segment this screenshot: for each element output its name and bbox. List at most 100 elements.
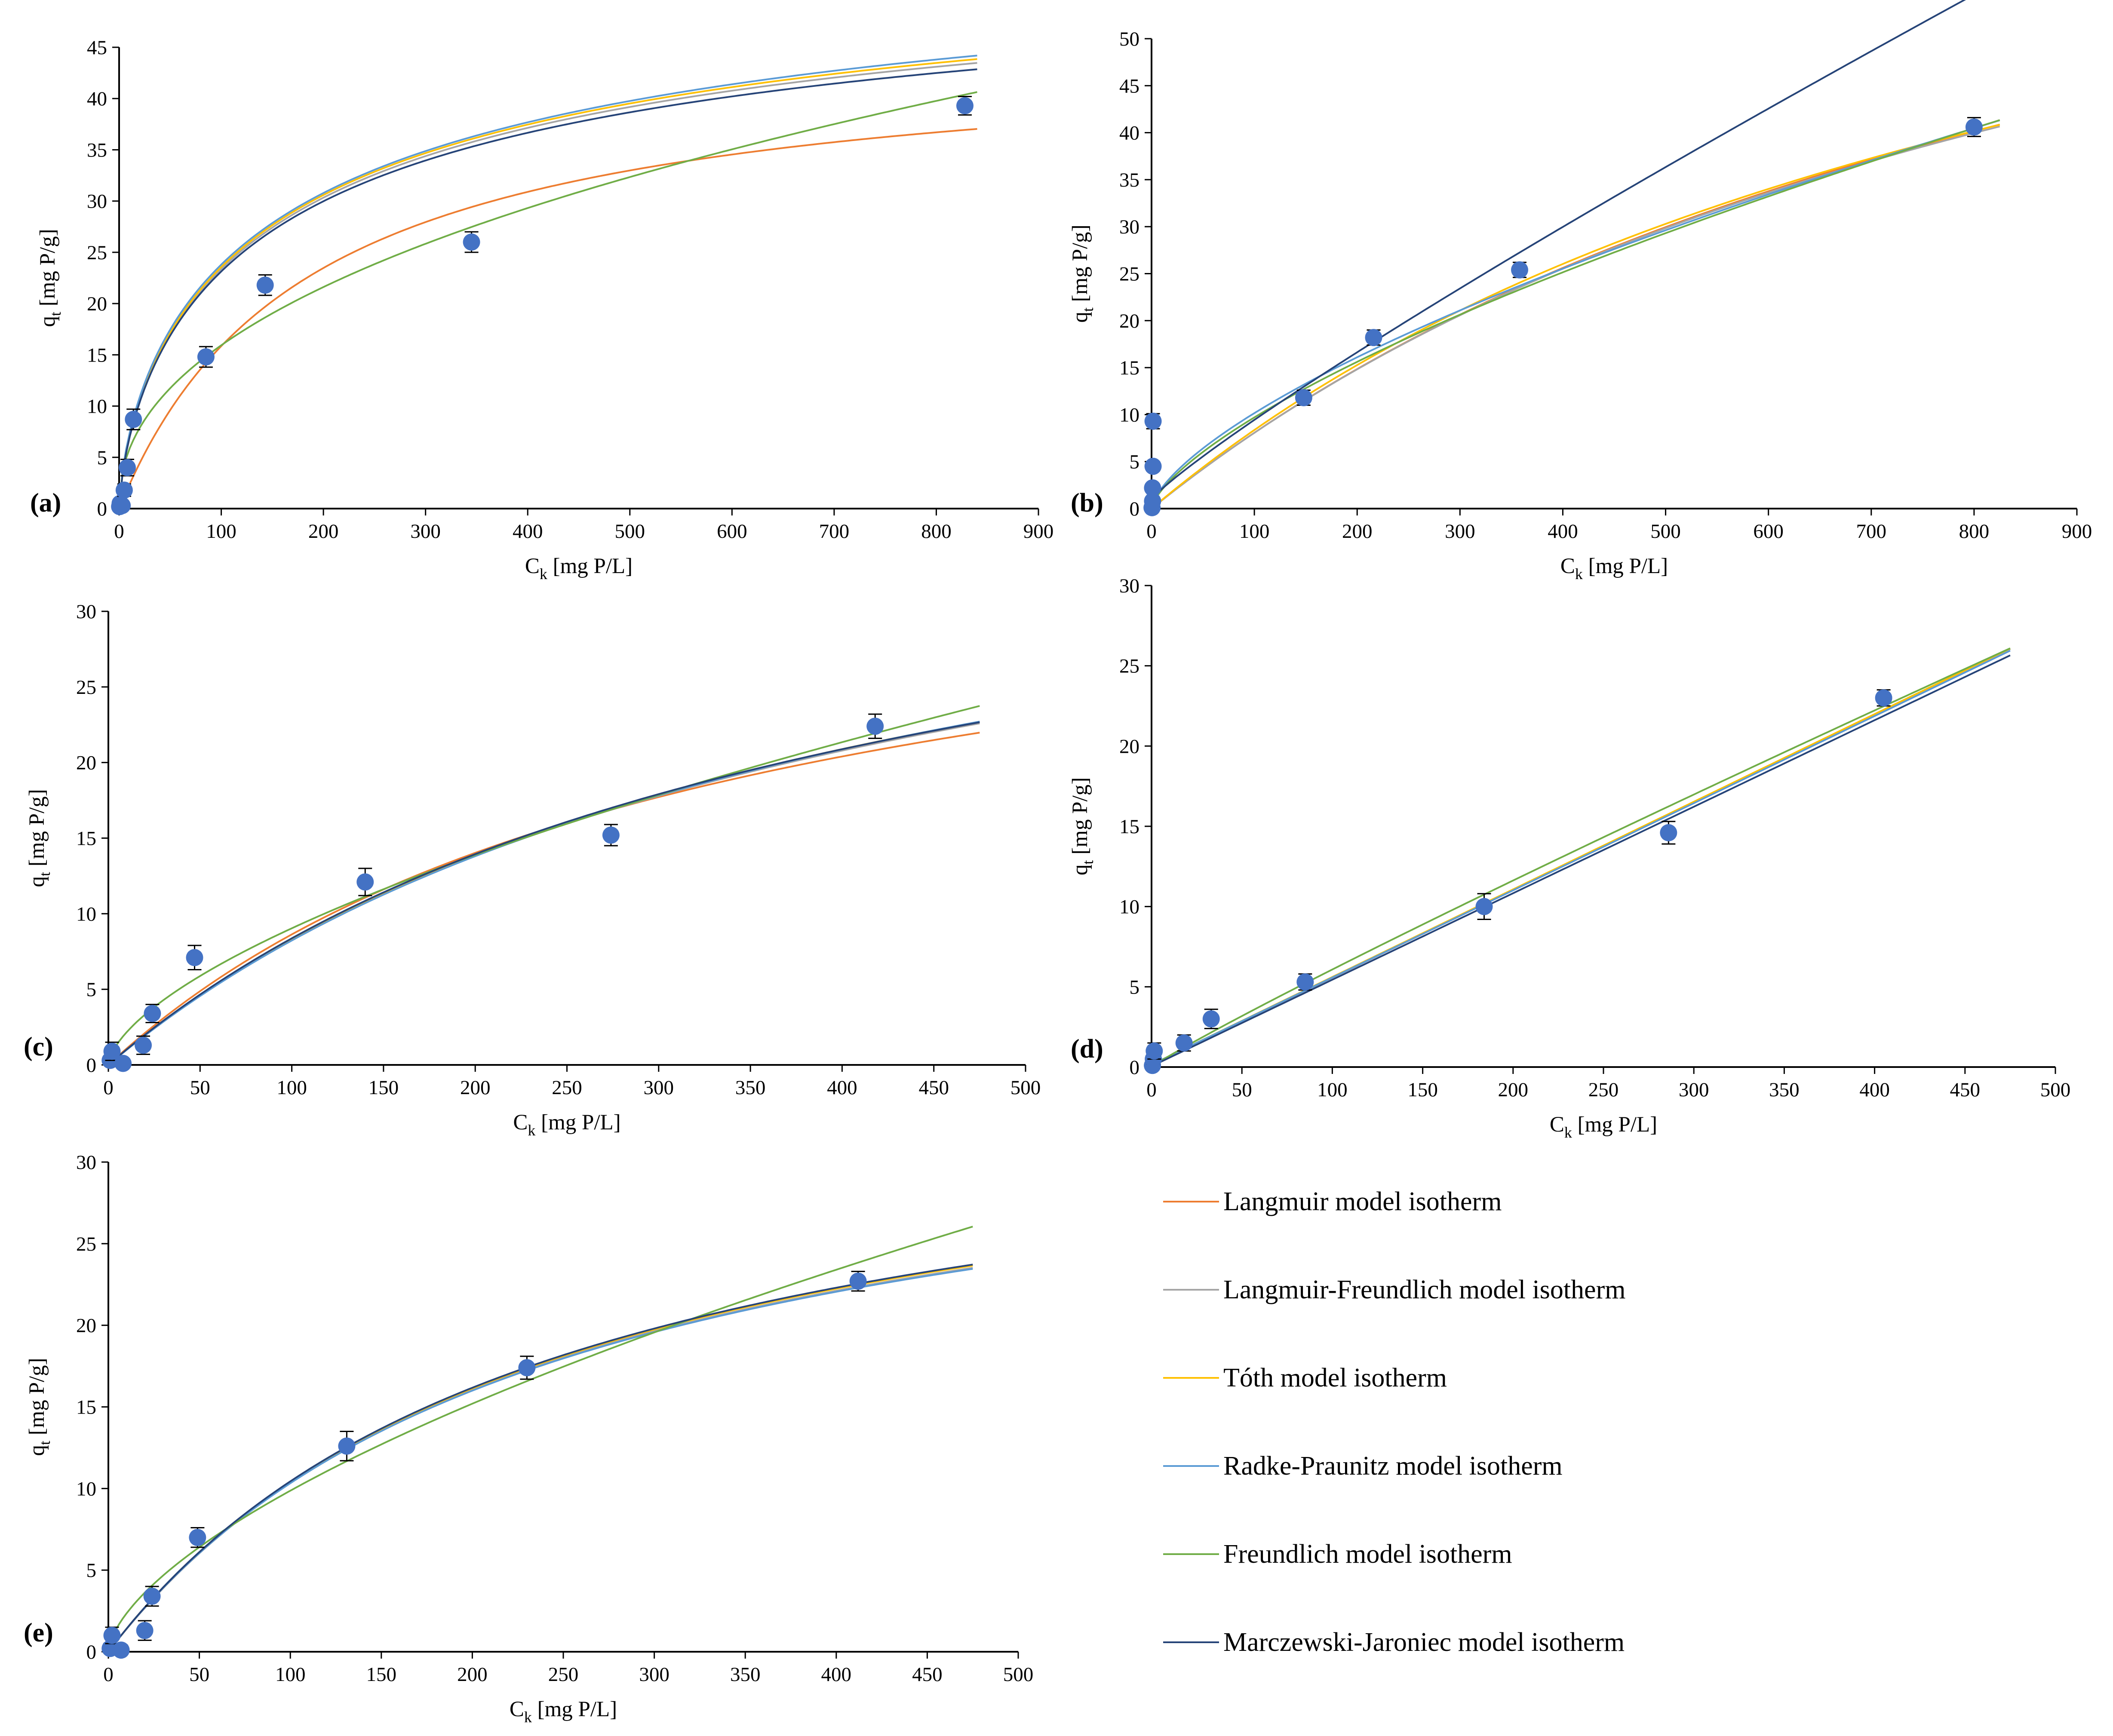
data-point [125,411,142,428]
data-point [356,873,374,891]
x-axis-title-main: C [510,1697,524,1721]
x-axis-title-main: C [1550,1113,1564,1137]
series-line-freundlich [118,91,977,509]
y-tick-label: 25 [76,676,96,699]
x-tick-label: 900 [2062,520,2092,543]
data-point [1511,261,1529,279]
y-axis-title-subscript: t [47,312,64,316]
x-axis-title-unit: [mg P/L] [532,1697,617,1721]
series-line-t-th [118,58,977,509]
data-point [518,1359,536,1377]
x-tick-label: 400 [1859,1079,1890,1101]
y-tick-label: 5 [86,1559,97,1582]
y-tick-label: 25 [87,242,107,264]
y-tick-label: 20 [1119,310,1139,332]
series-line-freundlich [107,705,980,1065]
panel-label: (a) [30,488,61,518]
x-tick-label: 300 [410,520,441,543]
x-tick-label: 450 [1950,1079,1981,1101]
panel-label: (c) [24,1032,53,1061]
panel-label: (d) [1071,1034,1103,1064]
y-tick-label: 15 [1119,357,1139,379]
y-tick-label: 5 [86,978,97,1001]
x-axis-title: Ck [mg P/L] [510,1697,617,1726]
x-tick-label: 350 [730,1663,761,1686]
x-tick-label: 400 [513,520,543,543]
data-point [849,1273,867,1290]
x-axis-title-subscript: k [1564,1124,1572,1141]
x-axis-title: Ck [mg P/L] [525,554,633,583]
legend-label-radke-praunitz: Radke-Praunitz model isotherm [1223,1451,1563,1481]
x-axis-title: Ck [mg P/L] [1560,554,1668,583]
x-tick-label: 400 [1548,520,1578,543]
y-tick-label: 10 [76,1478,96,1500]
y-tick-label: 10 [1119,896,1139,918]
x-tick-label: 300 [644,1077,674,1099]
x-tick-label: 250 [548,1663,579,1686]
data-point [1202,1010,1220,1027]
y-axis-title-unit: [mg P/g] [25,1358,49,1441]
data-point [136,1622,154,1639]
data-point [189,1529,206,1546]
x-tick-label: 200 [1342,520,1373,543]
y-tick-label: 20 [87,293,107,315]
data-point [114,1055,132,1072]
x-axis-title: Ck [mg P/L] [1550,1113,1657,1141]
y-axis-title: qt [mg P/g] [1068,777,1096,875]
y-tick-label: 15 [1119,816,1139,838]
y-axis-title-unit: [mg P/g] [1068,777,1092,860]
x-tick-label: 400 [827,1077,857,1099]
y-tick-label: 0 [97,498,107,520]
legend-label-marczewski-jaroniec: Marczewski-Jaroniec model isotherm [1223,1628,1625,1657]
x-tick-label: 350 [1769,1079,1800,1101]
series-line-marczewski-jaroniec [1151,654,2011,1067]
x-tick-label: 900 [1023,520,1054,543]
x-tick-label: 200 [1498,1079,1529,1101]
y-axis-title-subscript: t [1079,307,1096,312]
x-tick-label: 100 [1317,1079,1348,1101]
data-point [112,1641,130,1659]
y-axis-title: qt [mg P/g] [25,1358,53,1456]
x-tick-label: 350 [735,1077,766,1099]
data-point [1660,824,1677,841]
x-axis-title-unit: [mg P/L] [547,554,633,578]
x-tick-label: 300 [639,1663,670,1686]
series-line-freundlich [1151,119,2000,509]
series-line-marczewski-jaroniec [107,1264,973,1653]
series-line-marczewski-jaroniec [1151,0,1966,500]
data-point [1146,1042,1163,1060]
x-tick-label: 500 [615,520,645,543]
x-tick-label: 200 [457,1663,488,1686]
data-point [1144,457,1162,475]
data-point [256,276,274,294]
x-tick-label: 450 [918,1077,949,1099]
y-tick-label: 0 [86,1054,97,1077]
data-point [115,482,133,499]
data-point [1144,412,1162,430]
legend-label-toth: Tóth model isotherm [1223,1363,1447,1392]
y-tick-label: 40 [1119,122,1139,144]
x-tick-label: 100 [206,520,236,543]
x-tick-label: 200 [460,1077,491,1099]
y-tick-label: 10 [87,396,107,418]
data-point [103,1043,121,1060]
legend-label-langmuir: Langmuir model isotherm [1223,1187,1502,1216]
x-tick-label: 300 [1445,520,1475,543]
x-tick-label: 800 [1959,520,1990,543]
y-tick-label: 10 [76,903,96,925]
series-line-radke-praunitz [107,1268,973,1653]
data-point [956,97,974,114]
x-tick-label: 100 [1239,520,1270,543]
y-tick-label: 0 [1130,498,1140,520]
x-tick-label: 500 [1650,520,1681,543]
x-tick-label: 250 [552,1077,582,1099]
data-point [186,949,203,966]
y-tick-label: 0 [86,1641,97,1663]
legend-item-toth: Tóth model isotherm [1163,1363,1447,1392]
y-tick-label: 20 [76,1315,96,1337]
series-line-marczewski-jaroniec [107,721,980,1066]
data-point [1144,492,1161,510]
y-tick-label: 15 [76,1396,96,1419]
y-axis-title: qt [mg P/g] [36,229,64,327]
